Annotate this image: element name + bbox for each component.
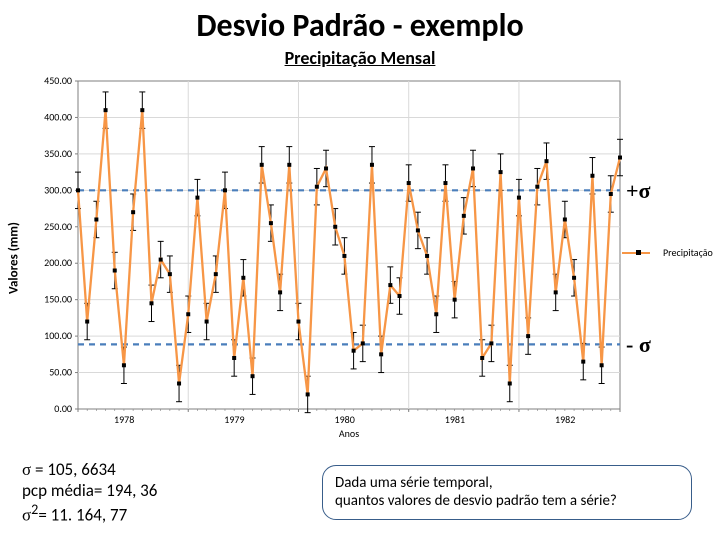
svg-text:150.00: 150.00	[44, 293, 72, 306]
question-line-1: Dada uma série temporal,	[335, 474, 679, 493]
svg-text:1982: 1982	[555, 413, 575, 426]
y-axis-label: Valores (mm)	[7, 222, 22, 294]
svg-text:1978: 1978	[114, 413, 134, 426]
chart-title: Precipitação Mensal	[0, 47, 720, 69]
svg-text:1981: 1981	[445, 413, 465, 426]
stats-text: σ = 105, 6634 pcp média= 194, 36 σ2= 11.…	[22, 459, 157, 526]
minus-sigma-label: - σ	[626, 332, 651, 358]
legend-marker-icon	[636, 250, 641, 255]
svg-text:450.00: 450.00	[44, 74, 72, 87]
chart-container: Valores (mm) 0.0050.00100.00150.00200.00…	[20, 73, 700, 443]
svg-text:300.00: 300.00	[44, 183, 72, 196]
svg-text:400.00: 400.00	[44, 110, 72, 123]
chart-svg: 0.00 50.00 100.00 150.00 200.00 250.00 300.00 3…	[20, 73, 700, 443]
svg-text:350.00: 350.00	[44, 147, 72, 160]
question-box: Dada uma série temporal, quantos valores…	[322, 465, 692, 521]
plus-sigma-label: +σ	[626, 178, 651, 204]
stats-mean-line: pcp média= 194, 36	[22, 480, 157, 501]
svg-text:Anos: Anos	[339, 427, 359, 440]
series-legend: Precipitação	[622, 246, 713, 259]
question-line-2: quantos valores de desvio padrão tem a s…	[335, 492, 679, 511]
svg-text:200.00: 200.00	[44, 256, 72, 269]
svg-text:1980: 1980	[335, 413, 355, 426]
svg-text:1979: 1979	[224, 413, 244, 426]
svg-text:100.00: 100.00	[44, 329, 72, 342]
legend-label: Precipitação	[663, 246, 713, 259]
svg-text:50.00: 50.00	[49, 366, 72, 379]
svg-text:0.00: 0.00	[54, 402, 72, 415]
slide-title: Desvio Padrão - exemplo	[0, 0, 720, 45]
stats-var-line: σ2= 11. 164, 77	[22, 501, 157, 526]
svg-text:250.00: 250.00	[44, 220, 72, 233]
stats-sigma-line: σ = 105, 6634	[22, 459, 157, 480]
